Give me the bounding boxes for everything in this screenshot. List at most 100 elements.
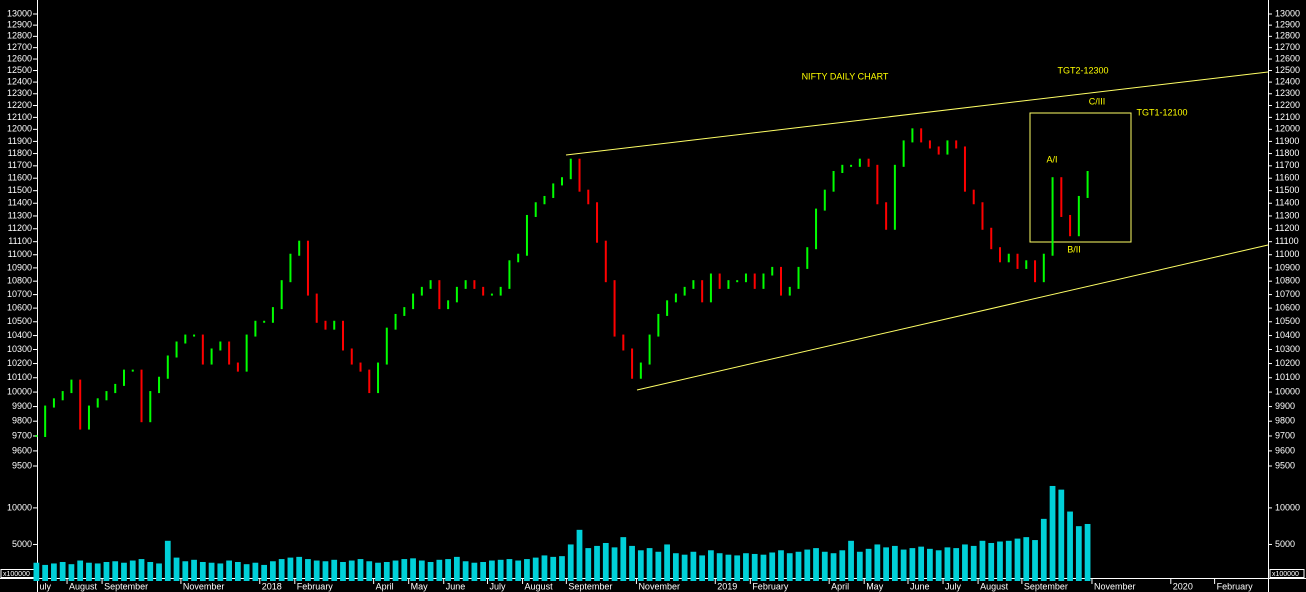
y-tick-label: 10200 <box>1275 358 1300 368</box>
price-bar <box>289 253 292 283</box>
x-tick-label: November <box>183 581 225 591</box>
volume-bar <box>418 560 425 581</box>
volume-bar <box>970 545 977 581</box>
x-tick-label: April <box>831 581 849 591</box>
y-tick-label: 11300 <box>1275 210 1299 220</box>
price-bar <box>412 293 415 310</box>
volume-bar <box>506 559 513 581</box>
unit-label: x100000 <box>1272 571 1299 578</box>
price-bar <box>79 379 82 430</box>
price-bar <box>350 348 353 365</box>
y-tick-label: 12900 <box>7 20 32 30</box>
price-bar <box>499 286 502 296</box>
price-bar <box>1051 177 1054 256</box>
y-tick-label: 12500 <box>1275 65 1300 75</box>
price-bar <box>806 247 809 269</box>
volume-bar <box>77 560 84 581</box>
volume-bar <box>357 559 364 581</box>
y-tick-label: 9900 <box>1275 401 1295 411</box>
volume-bar <box>856 551 863 581</box>
price-bar <box>377 362 380 394</box>
y-tick-label: 10600 <box>1275 302 1300 312</box>
y-tick-label: 10000 <box>1275 386 1300 396</box>
y-tick-label: 12600 <box>1275 53 1300 63</box>
price-bar <box>674 293 677 303</box>
price-bar <box>736 280 739 283</box>
volume-bar <box>935 550 942 581</box>
price-bar <box>1025 260 1028 269</box>
price-bar <box>999 247 1001 263</box>
price-bar <box>972 189 975 205</box>
price-bar <box>280 280 283 310</box>
volume-bar <box>681 554 688 581</box>
price-bar <box>850 164 853 167</box>
y-tick-label: 11900 <box>8 136 32 146</box>
y-tick-label: 12000 <box>7 124 32 134</box>
volume-bar <box>594 545 600 581</box>
volume-bar <box>287 557 294 581</box>
price-bar <box>342 320 344 351</box>
price-bar <box>193 334 196 337</box>
price-bar <box>902 140 905 167</box>
volume-bar <box>94 563 101 581</box>
price-bar <box>552 183 555 198</box>
price-bar <box>368 369 371 394</box>
volume-bar <box>716 553 723 581</box>
volume-bar <box>585 548 592 581</box>
volume-bar <box>918 546 925 581</box>
y-tick-label: 12200 <box>1275 100 1300 110</box>
y-tick-label: 12000 <box>1275 124 1300 134</box>
volume-bar <box>278 559 285 581</box>
chart-title: NIFTY DAILY CHART <box>802 71 889 81</box>
y-tick-label: 12300 <box>7 88 32 98</box>
price-bar <box>596 202 599 243</box>
volume-bar <box>226 560 232 581</box>
y-tick-label: 11100 <box>1275 236 1299 246</box>
volume-bar <box>550 556 557 581</box>
volume-bar <box>821 551 828 581</box>
volume-bar <box>865 548 872 581</box>
y-tick-label: 10100 <box>7 372 32 382</box>
x-tick-label: April <box>376 581 394 591</box>
volume-bar <box>629 545 635 581</box>
price-bar <box>333 320 336 330</box>
volume-bar <box>734 555 741 581</box>
price-bar <box>175 341 178 358</box>
price-bar <box>1060 177 1063 217</box>
volume-bar <box>1075 526 1082 581</box>
x-tick-label: September <box>1024 581 1068 591</box>
price-bar <box>780 266 782 296</box>
price-bar <box>657 313 660 337</box>
y-tick-label: 11000 <box>8 249 32 259</box>
price-bar <box>613 280 616 337</box>
y-tick-label: 10900 <box>7 262 32 272</box>
y-tick-label: 10700 <box>1275 289 1300 299</box>
volume-bar <box>1023 537 1030 581</box>
price-bar <box>201 334 204 365</box>
volume-bar <box>462 561 469 581</box>
y-tick-label: 10800 <box>1275 276 1300 286</box>
x-tick-label: November <box>638 581 680 591</box>
price-bar <box>298 240 301 256</box>
price-bar <box>867 158 870 167</box>
price-bar <box>123 369 125 386</box>
price-bar <box>61 391 64 401</box>
x-tick-label: July <box>945 581 962 591</box>
y-tick-label: 9800 <box>1275 416 1295 426</box>
volume-bar <box>1058 489 1065 581</box>
price-bar <box>841 164 844 174</box>
x-tick-label: August <box>69 581 98 591</box>
volume-bar <box>199 561 206 581</box>
volume-bar <box>576 529 583 581</box>
price-bar <box>455 286 458 303</box>
volume-bar <box>900 549 907 581</box>
price-bar <box>631 348 634 379</box>
lower-trend-line <box>636 244 1269 391</box>
price-bar <box>683 286 686 296</box>
price-bar <box>709 273 712 303</box>
x-tick-label: June <box>446 581 466 591</box>
volume-bar <box>489 560 495 581</box>
y-tick-label: 12900 <box>1275 20 1300 30</box>
upper-trend-line <box>565 71 1269 156</box>
price-bar <box>166 355 169 379</box>
